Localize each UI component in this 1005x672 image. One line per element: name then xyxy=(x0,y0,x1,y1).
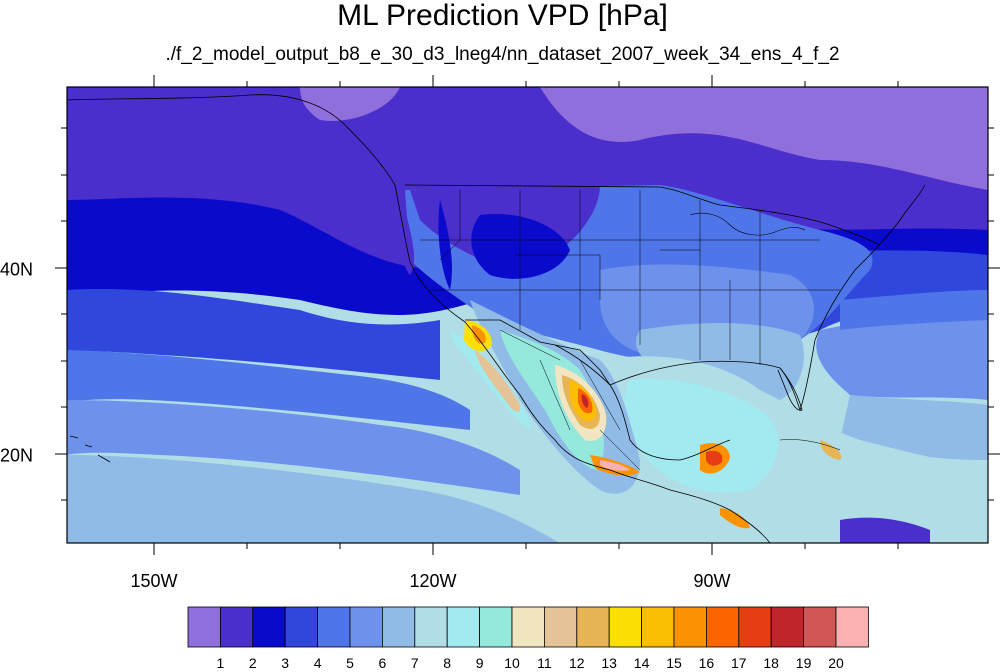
colorbar-label: 19 xyxy=(795,655,812,671)
gulf-9 xyxy=(624,379,779,493)
state-lines xyxy=(420,190,840,365)
colorbar-label: 3 xyxy=(281,655,290,671)
lon-tick-label: 150W xyxy=(130,571,178,591)
colorbar-swatch xyxy=(706,606,740,648)
boundaries xyxy=(67,94,926,543)
us-canada-border xyxy=(404,184,881,246)
colorbar-swatch xyxy=(284,606,319,648)
band-7 xyxy=(67,455,560,543)
band-1b xyxy=(300,87,400,121)
map-frame xyxy=(66,86,989,544)
colorbar-label: 18 xyxy=(763,655,779,671)
colorbar-label: 2 xyxy=(248,655,257,671)
mex-10 xyxy=(500,330,604,470)
colorbar-swatch xyxy=(349,606,383,648)
colorbar-swatch xyxy=(738,606,772,648)
caribbean-purple xyxy=(840,517,930,543)
colorbar-swatch xyxy=(479,606,513,648)
colorbar-swatch xyxy=(381,606,416,648)
centam-16 xyxy=(720,508,750,529)
colorbar-label: 5 xyxy=(346,655,354,671)
colorbar-label: 20 xyxy=(828,655,844,671)
conus-north-3 xyxy=(471,214,570,279)
colorbar-swatch xyxy=(641,606,675,648)
colorbar-label: 6 xyxy=(378,655,387,671)
colorbar-swatch xyxy=(219,606,254,648)
lat-tick-label: 20N xyxy=(0,445,34,466)
colorbar xyxy=(187,606,869,648)
great-lakes xyxy=(689,212,806,236)
colorbar-label: 17 xyxy=(731,655,747,671)
baja-12 xyxy=(475,350,521,412)
colorbar-swatch xyxy=(317,606,351,648)
contour-field xyxy=(67,87,988,543)
central-mex-20 xyxy=(600,460,630,471)
socal-16 xyxy=(472,325,486,344)
colorbar-label: 12 xyxy=(569,655,585,671)
cuba-outline xyxy=(779,439,841,451)
colorbar-swatch xyxy=(511,606,545,648)
ticks xyxy=(55,75,1000,555)
colorbar-swatch xyxy=(187,606,221,648)
band-5 xyxy=(67,350,470,430)
florida-outline xyxy=(777,367,803,411)
colorbar-swatch xyxy=(770,606,805,648)
colorbar-swatch xyxy=(414,606,448,648)
gulf-coast xyxy=(554,344,731,461)
mexico-states xyxy=(499,329,641,471)
colorbar-label: 7 xyxy=(410,655,419,671)
colorbar-label: 15 xyxy=(666,655,682,671)
na-coastline xyxy=(67,94,771,543)
colorbar-swatch xyxy=(544,606,578,648)
band-5-east xyxy=(840,290,988,330)
colorbar-swatch xyxy=(803,606,837,648)
colorbar-swatch xyxy=(835,606,869,648)
colorbar-label: 16 xyxy=(698,655,715,671)
colorbar-label: 8 xyxy=(443,655,452,671)
colorbar-swatch xyxy=(446,606,481,648)
us-gulf-coast xyxy=(609,339,816,412)
colorbar-swatch xyxy=(608,606,643,648)
lon-tick-label: 120W xyxy=(409,571,457,591)
mex-19 xyxy=(581,394,589,408)
band-4 xyxy=(67,289,440,380)
map-subtitle: ./f_2_model_output_b8_e_30_d3_lneg4/nn_d… xyxy=(165,44,840,65)
lat-tick-label: 40N xyxy=(0,259,34,280)
west-streak-3 xyxy=(438,200,452,290)
colorbar-label: 11 xyxy=(537,655,552,671)
west-streak-2 xyxy=(397,190,415,275)
lon-tick-label: 90W xyxy=(693,571,731,591)
colorbar-label: 13 xyxy=(601,655,617,671)
colorbar-label: 10 xyxy=(504,655,520,671)
band-1 xyxy=(540,87,988,190)
map-title: ML Prediction VPD [hPa] xyxy=(337,0,668,32)
us-mexico-border xyxy=(465,319,611,386)
band-7-east xyxy=(840,395,988,460)
colorbar-swatch xyxy=(673,606,707,648)
colorbar-swatch xyxy=(252,606,286,648)
band-6 xyxy=(67,400,520,495)
colorbar-label: 4 xyxy=(313,655,322,671)
colorbar-label: 14 xyxy=(633,655,650,671)
us-east-coast xyxy=(814,184,926,341)
colorbar-label: 1 xyxy=(216,655,225,671)
hawaii-outline xyxy=(69,435,111,463)
colorbar-swatch xyxy=(576,606,610,648)
band-6-east xyxy=(816,310,988,400)
yucatan-18 xyxy=(706,450,723,466)
colorbar-label: 9 xyxy=(475,655,484,671)
